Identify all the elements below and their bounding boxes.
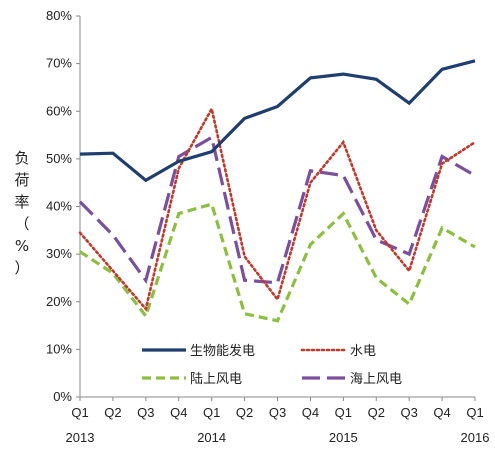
x-tick-label: Q2 bbox=[236, 405, 253, 420]
x-tick-label: Q3 bbox=[400, 405, 417, 420]
y-tick-label: 40% bbox=[46, 199, 72, 214]
series-lines bbox=[78, 59, 477, 323]
y-tick-label: 70% bbox=[46, 56, 72, 71]
x-tick-label: Q1 bbox=[71, 405, 88, 420]
legend-label: 生物能发电 bbox=[190, 343, 255, 359]
y-tick-label: 10% bbox=[46, 341, 72, 356]
year-label: 2015 bbox=[329, 430, 358, 445]
y-axis-label-char: 荷 bbox=[14, 171, 29, 189]
y-tick-label: 30% bbox=[46, 246, 72, 261]
y-tick-label: 0% bbox=[53, 389, 72, 404]
x-tick-label: Q1 bbox=[203, 405, 220, 420]
y-axis-label-char: 率 bbox=[14, 193, 29, 211]
year-label: 2014 bbox=[197, 430, 226, 445]
x-tick-label: Q2 bbox=[104, 405, 121, 420]
x-tick-label: Q1 bbox=[335, 405, 352, 420]
y-axis-label-char: 负 bbox=[14, 149, 29, 167]
y-axis-label-char: ） bbox=[14, 259, 29, 277]
y-axis-label-char: （ bbox=[14, 215, 29, 233]
y-axis-label: 负荷率 （% ） bbox=[14, 149, 29, 277]
year-label: 2016 bbox=[461, 430, 490, 445]
axes: 0% 10% 20% 30% 40% 50% 60% 70% 80% Q1 Q2 Q3 Q4 Q1 Q2 Q3… bbox=[46, 8, 489, 445]
x-tick-label: Q1 bbox=[466, 405, 483, 420]
legend-label: 陆上风电 bbox=[190, 371, 242, 387]
y-tick-label: 80% bbox=[46, 8, 72, 23]
x-tick-label: Q4 bbox=[170, 405, 187, 420]
x-tick-label: Q4 bbox=[433, 405, 450, 420]
x-tick-label: Q3 bbox=[137, 405, 154, 420]
series-line-4 bbox=[78, 134, 476, 285]
y-tick-label: 60% bbox=[46, 103, 72, 118]
legend-label: 水电 bbox=[350, 344, 376, 359]
series-line-3 bbox=[79, 202, 476, 323]
series-line-2 bbox=[78, 105, 477, 312]
legend-label: 海上风电 bbox=[350, 372, 402, 387]
x-tick-label: Q3 bbox=[269, 405, 286, 420]
y-tick-label: 20% bbox=[46, 294, 72, 309]
series-line-1 bbox=[79, 59, 476, 183]
x-tick-label: Q2 bbox=[368, 405, 385, 420]
year-label: 2013 bbox=[66, 430, 95, 445]
y-tick-label: 50% bbox=[46, 151, 72, 166]
x-tick-label: Q4 bbox=[302, 405, 319, 420]
y-axis-label-char: % bbox=[15, 237, 29, 255]
